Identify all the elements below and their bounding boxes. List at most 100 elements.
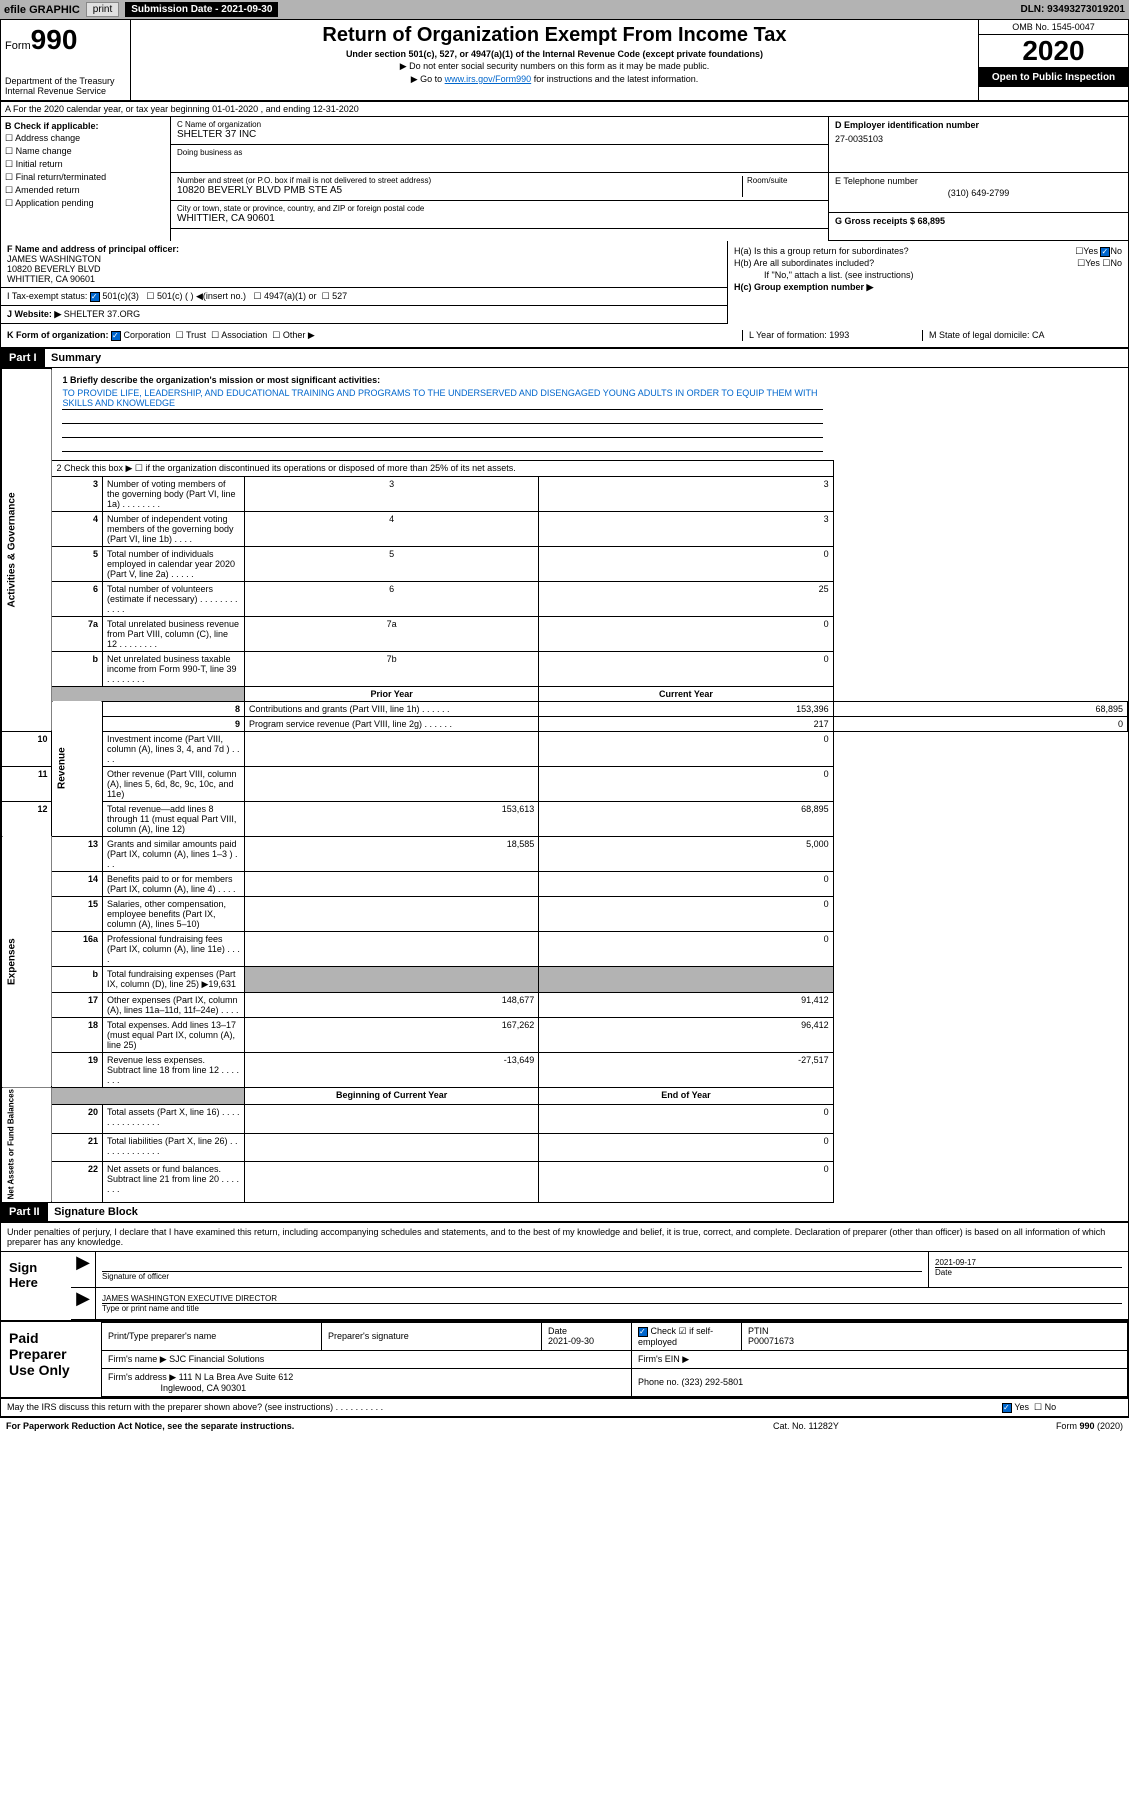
check-pending: ☐ Application pending	[5, 198, 166, 209]
n11: 11	[2, 766, 52, 801]
n21: 21	[52, 1133, 103, 1162]
header-left: Form990 Department of the Treasury Inter…	[1, 20, 131, 100]
c13: 5,000	[539, 836, 833, 871]
footer-row: For Paperwork Reduction Act Notice, see …	[0, 1418, 1129, 1434]
k-other: Other ▶	[283, 330, 315, 340]
officer-addr2: WHITTIER, CA 90601	[7, 274, 721, 284]
officer-block: F Name and address of principal officer:…	[1, 241, 727, 287]
line1-block: 1 Briefly describe the organization's mi…	[56, 371, 829, 458]
d4: Number of independent voting members of …	[102, 511, 244, 546]
check-amended: ☐ Amended return	[5, 185, 166, 196]
d22: Net assets or fund balances. Subtract li…	[102, 1162, 244, 1202]
k-left: K Form of organization: Corporation ☐ Tr…	[7, 330, 742, 341]
sig-arrow-2: ▶	[71, 1288, 95, 1319]
row-k: K Form of organization: Corporation ☐ Tr…	[1, 324, 1128, 349]
form-label: Form	[5, 40, 31, 52]
hb-no: No	[1110, 258, 1122, 268]
begin-header: Beginning of Current Year	[244, 1087, 538, 1104]
officer-name: JAMES WASHINGTON	[7, 254, 721, 264]
check-final-label: Final return/terminated	[16, 172, 107, 182]
top-bar: efile GRAPHIC print Submission Date - 20…	[0, 0, 1129, 19]
d19: Revenue less expenses. Subtract line 18 …	[102, 1052, 244, 1087]
ha-yes: Yes	[1083, 246, 1098, 256]
officer-addr1: 10820 BEVERLY BLVD	[7, 264, 721, 274]
check-amended-label: Amended return	[15, 185, 80, 195]
p22	[244, 1162, 538, 1202]
form-990-container: Form990 Department of the Treasury Inter…	[0, 19, 1129, 1418]
p17: 148,677	[244, 992, 538, 1017]
sig-row-2: ▶ JAMES WASHINGTON EXECUTIVE DIRECTOR Ty…	[71, 1288, 1128, 1320]
c21: 0	[539, 1133, 833, 1162]
d5: Total number of individuals employed in …	[102, 546, 244, 581]
prep-date-label: Date	[548, 1326, 567, 1336]
p10	[244, 731, 538, 766]
paid-table: Print/Type preparer's name Preparer's si…	[101, 1322, 1128, 1397]
d9: Program service revenue (Part VIII, line…	[244, 716, 538, 731]
n17: 17	[52, 992, 103, 1017]
d8: Contributions and grants (Part VIII, lin…	[244, 701, 538, 716]
name-title-label: Type or print name and title	[102, 1304, 1122, 1313]
ptin-label: PTIN	[748, 1326, 769, 1336]
c20: 0	[539, 1104, 833, 1133]
n7b: b	[52, 651, 103, 686]
org-name-row: C Name of organization SHELTER 37 INC	[171, 117, 828, 145]
print-button[interactable]: print	[86, 2, 119, 17]
row-a: A For the 2020 calendar year, or tax yea…	[1, 102, 1128, 117]
note2-post: for instructions and the latest informat…	[531, 74, 698, 84]
check-initial: ☐ Initial return	[5, 159, 166, 170]
p19: -13,649	[244, 1052, 538, 1087]
d7a: Total unrelated business revenue from Pa…	[102, 616, 244, 651]
v4: 3	[539, 511, 833, 546]
sig-row-1: ▶ Signature of officer 2021-09-17 Date	[71, 1252, 1128, 1288]
row-6: 6Total number of volunteers (estimate if…	[2, 581, 1128, 616]
p15	[244, 896, 538, 931]
p14	[244, 871, 538, 896]
note-2: ▶ Go to www.irs.gov/Form990 for instruct…	[135, 74, 974, 85]
note2-pre: ▶ Go to	[411, 74, 445, 84]
check-address-label: Address change	[15, 133, 80, 143]
section-b: B Check if applicable: ☐ Address change …	[1, 117, 171, 241]
prep-name-label: Print/Type preparer's name	[102, 1322, 322, 1350]
footer-left: For Paperwork Reduction Act Notice, see …	[6, 1421, 773, 1431]
n8: 8	[102, 701, 244, 716]
d3: Number of voting members of the governin…	[102, 476, 244, 511]
tax-status-row: I Tax-exempt status: 501(c)(3) ☐ 501(c) …	[1, 287, 727, 306]
b-label: B Check if applicable:	[5, 121, 166, 131]
p16a	[244, 931, 538, 966]
check-final: ☐ Final return/terminated	[5, 172, 166, 183]
k-corp: Corporation	[124, 330, 171, 340]
firm-addr1: 111 N La Brea Ave Suite 612	[179, 1372, 294, 1382]
prep-date-cell: Date2021-09-30	[542, 1322, 632, 1350]
side-expenses: Expenses	[2, 836, 52, 1087]
self-emp-cell: Check ☑ if self-employed	[632, 1322, 742, 1350]
n4: 4	[52, 511, 103, 546]
row-fhij: F Name and address of principal officer:…	[1, 241, 1128, 324]
n19: 19	[52, 1052, 103, 1087]
p11	[244, 766, 538, 801]
d7b: Net unrelated business taxable income fr…	[102, 651, 244, 686]
line1-label: 1 Briefly describe the organization's mi…	[62, 375, 823, 385]
discuss-no: No	[1045, 1402, 1057, 1412]
c19: -27,517	[539, 1052, 833, 1087]
tax-status-label: I Tax-exempt status:	[7, 291, 87, 301]
mission-blank2	[62, 426, 823, 438]
irs-link[interactable]: www.irs.gov/Form990	[445, 74, 532, 84]
efile-label: efile GRAPHIC	[4, 4, 80, 16]
d10: Investment income (Part VIII, column (A)…	[102, 731, 244, 766]
p13: 18,585	[244, 836, 538, 871]
n7a: 7a	[52, 616, 103, 651]
sig-date-cell: 2021-09-17 Date	[928, 1252, 1128, 1287]
sig-date-label: Date	[935, 1268, 1122, 1277]
v6: 25	[539, 581, 833, 616]
d21: Total liabilities (Part X, line 26) . . …	[102, 1133, 244, 1162]
c18: 96,412	[539, 1017, 833, 1052]
n20: 20	[52, 1104, 103, 1133]
section-deg: D Employer identification number 27-0035…	[828, 117, 1128, 241]
firm-phone-cell: Phone no. (323) 292-5801	[632, 1368, 1128, 1396]
gray-spacer	[52, 686, 245, 701]
dba-label: Doing business as	[177, 148, 822, 157]
part2-header-row: Part II Signature Block	[1, 1203, 1128, 1222]
form-title: Return of Organization Exempt From Incom…	[135, 24, 974, 47]
city-value: WHITTIER, CA 90601	[177, 213, 822, 224]
prior-year-header: Prior Year	[244, 686, 538, 701]
